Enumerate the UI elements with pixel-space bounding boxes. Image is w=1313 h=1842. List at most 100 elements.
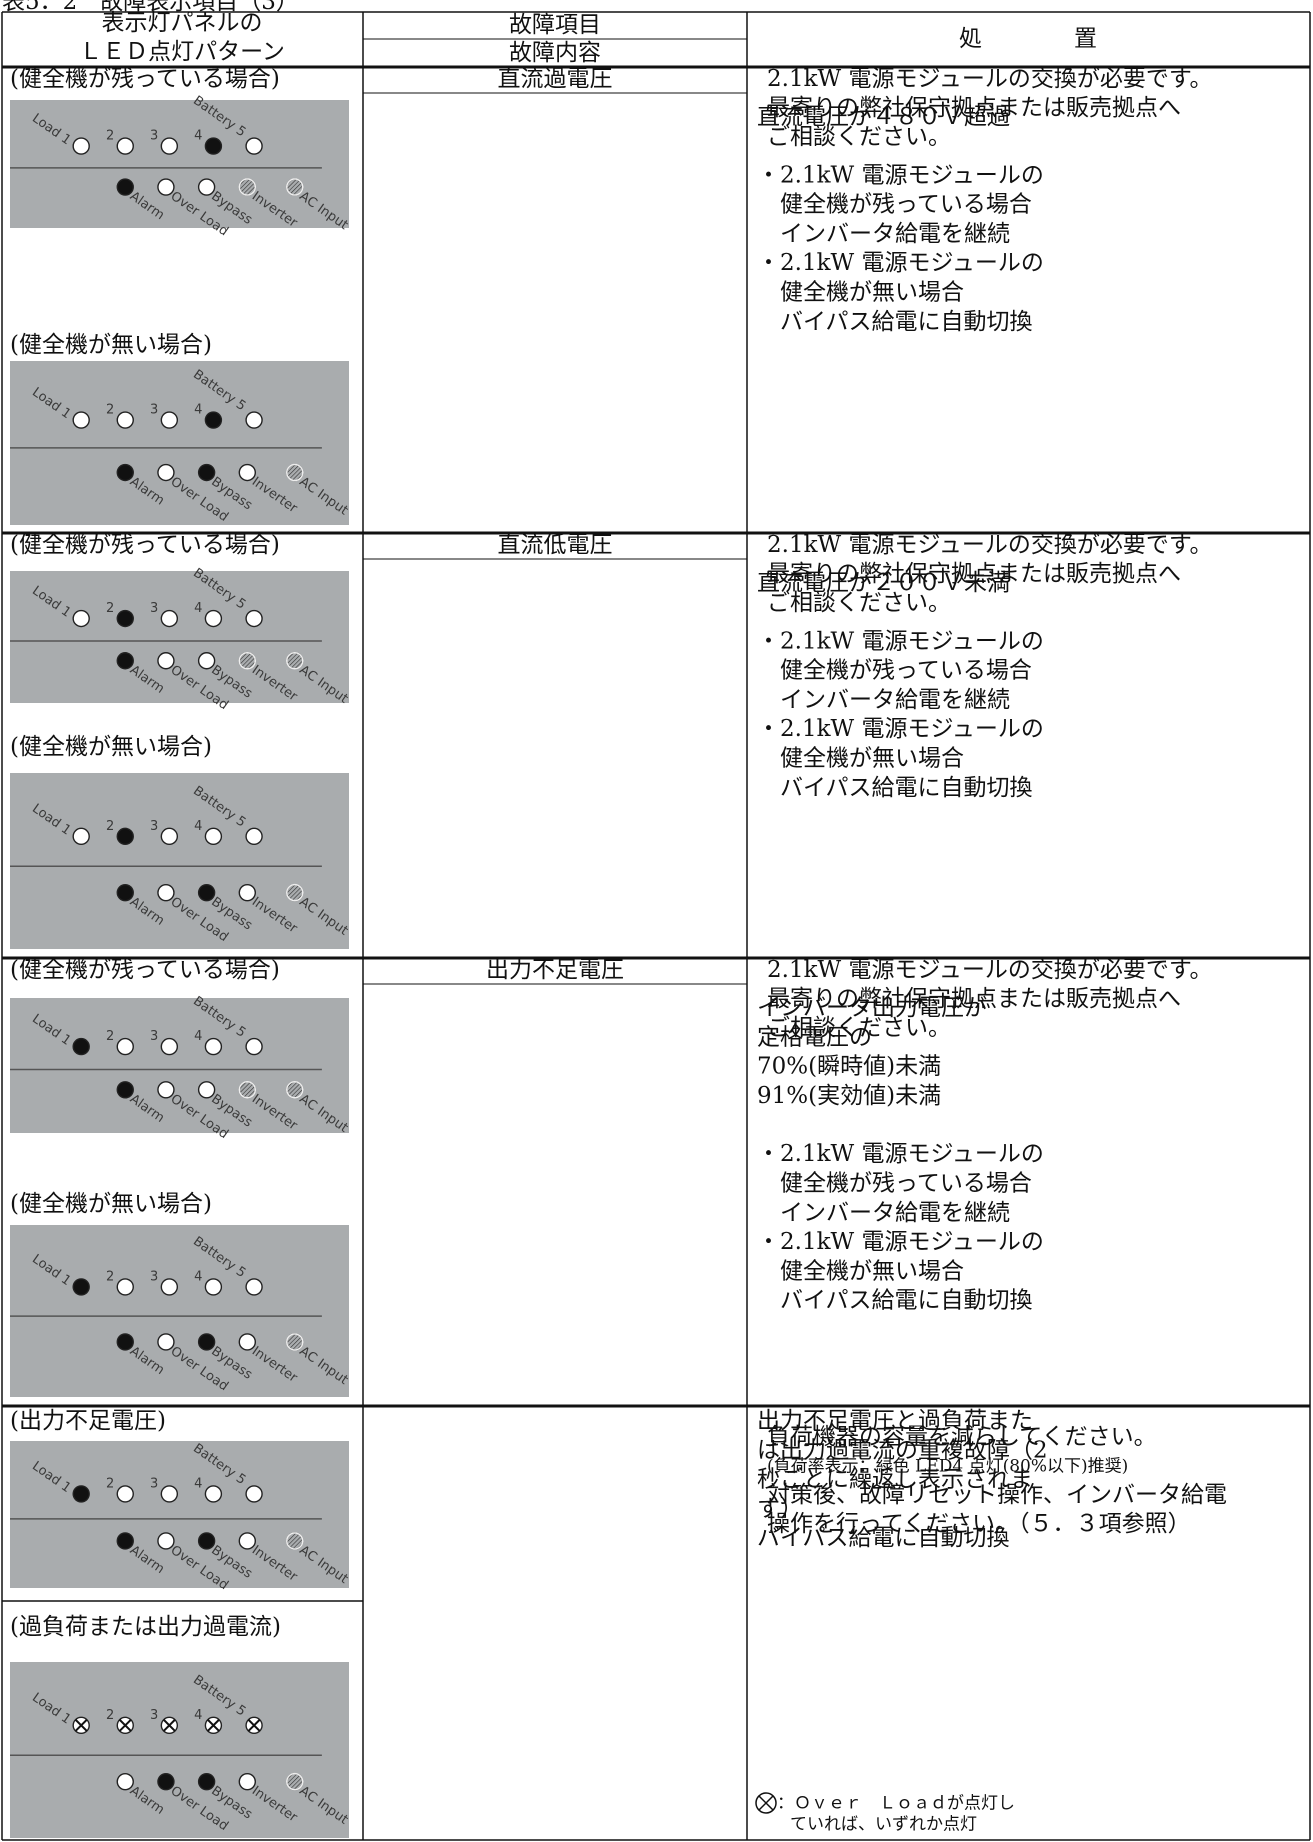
- fault-content: ・2.1kW 電源モジュールの: [757, 1141, 1044, 1167]
- led-rim: [286, 1333, 304, 1351]
- led-label: 4: [194, 1269, 202, 1284]
- led-cross: [207, 1719, 220, 1732]
- action-text: 2.1kW 電源モジュールの交換が必要です。: [767, 66, 1213, 92]
- panel-caption: (健全機が無い場合): [10, 332, 212, 358]
- led: [245, 609, 263, 628]
- fault-content: 秒ごとに繰返し表示されま: [757, 1467, 1033, 1493]
- fault-content: バイパス給電に自動切換: [757, 1525, 1010, 1551]
- action-text: ご相談ください。: [767, 590, 951, 616]
- led: [160, 827, 179, 846]
- fault-item: 直流低電圧: [498, 532, 613, 558]
- led: [157, 1772, 175, 1791]
- action-text: 負荷機器の容量を減らしてください。: [767, 1424, 1157, 1450]
- led: [238, 1772, 257, 1791]
- led: [204, 137, 223, 155]
- panel-caption: (健全機が残っている場合): [10, 957, 280, 983]
- panel-caption: (健全機が無い場合): [10, 734, 212, 760]
- note-cross: [758, 1795, 774, 1811]
- led: [197, 652, 216, 670]
- fault-content: インバータ出力電圧が: [757, 995, 987, 1021]
- led: [72, 411, 90, 429]
- led: [197, 1333, 216, 1351]
- led: [245, 137, 263, 155]
- note-text: ていれば、いずれか点灯: [790, 1815, 977, 1835]
- led: [116, 1532, 134, 1550]
- fault-content: ・2.1kW 電源モジュールの: [757, 250, 1044, 276]
- led: [160, 1485, 179, 1503]
- led: [116, 1333, 134, 1351]
- led-label: 3: [150, 1269, 158, 1284]
- led: [116, 137, 134, 155]
- led-rim: [238, 178, 257, 196]
- led: [157, 463, 175, 482]
- panel-background: [10, 571, 349, 703]
- led: [116, 827, 134, 846]
- led-label: 4: [194, 129, 202, 144]
- fault-content: ・2.1kW 電源モジュールの: [757, 162, 1044, 188]
- led: [204, 827, 223, 846]
- led: [245, 827, 263, 846]
- action-text: 2.1kW 電源モジュールの交換が必要です。: [767, 957, 1213, 983]
- fault-content: インバータ給電を継続: [757, 221, 1010, 247]
- led: [116, 609, 134, 628]
- panel-background: [10, 361, 349, 525]
- fault-content: 健全機が無い場合: [757, 746, 964, 772]
- led: [204, 1278, 223, 1296]
- note-text: ：Ｏｖｅｒ Ｌｏａｄが点灯し: [777, 1794, 1015, 1814]
- led: [116, 178, 134, 196]
- fault-content: 健全機が残っている場合: [757, 1171, 1032, 1197]
- fault-content: 健全機が残っている場合: [757, 192, 1032, 218]
- led-label: 2: [106, 1269, 114, 1284]
- led: [116, 1081, 134, 1099]
- header-action: 処 置: [959, 26, 1097, 52]
- led-label: 4: [194, 1476, 202, 1491]
- panel-caption: (健全機が残っている場合): [10, 66, 280, 92]
- led: [160, 1037, 179, 1056]
- led-rim: [286, 178, 304, 196]
- led-label: 2: [106, 129, 114, 144]
- fault-item: 出力不足電圧: [486, 957, 624, 983]
- fault-content: す）: [757, 1496, 803, 1522]
- action-text: 最寄りの弊社保守拠点または販売拠点へ: [767, 986, 1181, 1012]
- fault-content: ・2.1kW 電源モジュールの: [757, 1229, 1044, 1255]
- led-rim: [286, 1772, 304, 1791]
- fault-content: バイパス給電に自動切換: [757, 309, 1033, 335]
- led: [238, 1333, 257, 1351]
- led: [204, 609, 223, 628]
- action-text: 最寄りの弊社保守拠点または販売拠点へ: [767, 95, 1181, 121]
- led: [157, 652, 175, 670]
- led: [116, 411, 134, 429]
- led-label: 3: [150, 129, 158, 144]
- led: [197, 1772, 216, 1791]
- fault-content: ・2.1kW 電源モジュールの: [757, 716, 1044, 742]
- led-label: 3: [150, 1708, 158, 1723]
- fault-item: 直流過電圧: [498, 66, 613, 92]
- fault-content: バイパス給電に自動切換: [757, 1288, 1033, 1314]
- panel-caption: (健全機が残っている場合): [10, 532, 280, 558]
- fault-content: ・2.1kW 電源モジュールの: [757, 628, 1044, 654]
- led: [197, 1081, 216, 1099]
- led-label: 3: [150, 819, 158, 834]
- led: [157, 178, 175, 196]
- action-text: ご相談ください。: [767, 1015, 951, 1041]
- led: [197, 1532, 216, 1550]
- led-label: 4: [194, 819, 202, 834]
- led: [245, 1037, 263, 1056]
- led-label: 2: [106, 601, 114, 616]
- panel-background: [10, 1441, 349, 1588]
- led-label: 2: [106, 1476, 114, 1491]
- led: [245, 411, 263, 429]
- led: [116, 463, 134, 482]
- action-text: 2.1kW 電源モジュールの交換が必要です。: [767, 532, 1213, 558]
- led: [204, 411, 223, 429]
- fault-content: インバータ給電を継続: [757, 687, 1010, 713]
- led: [197, 463, 216, 482]
- led: [197, 883, 216, 902]
- fault-content: 91%(実効値)未満: [757, 1083, 941, 1109]
- led: [116, 652, 134, 670]
- panel-caption: (健全機が無い場合): [10, 1191, 212, 1217]
- header-content: 故障内容: [509, 40, 601, 66]
- fault-content: 直流電圧が４８０Ｖ超過: [757, 104, 1010, 130]
